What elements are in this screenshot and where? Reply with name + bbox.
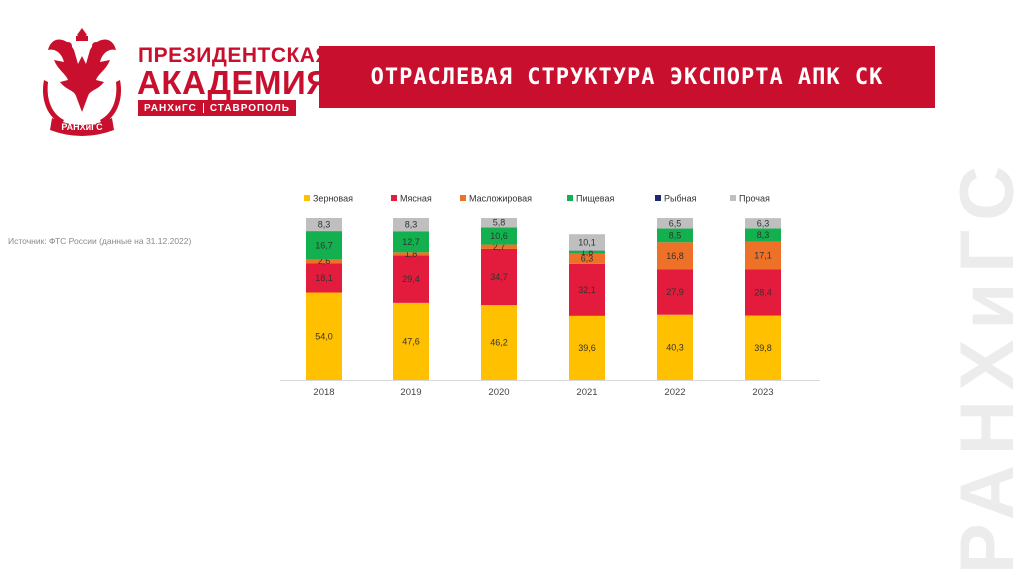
legend-label-4: Рыбная bbox=[664, 194, 697, 204]
data-label-2022-5: 6,5 bbox=[669, 218, 682, 228]
category-label-2022: 2022 bbox=[664, 387, 685, 398]
data-label-2023-5: 6,3 bbox=[757, 218, 770, 228]
data-label-2021-1: 32,1 bbox=[578, 285, 596, 295]
legend-swatch-0 bbox=[304, 195, 310, 201]
category-label-2020: 2020 bbox=[488, 387, 509, 398]
logo-tag-left: РАНХиГС bbox=[144, 102, 197, 114]
double-headed-eagle-icon: РАНХиГС bbox=[42, 28, 122, 136]
data-label-2019-0: 47,6 bbox=[402, 336, 420, 346]
bar-segment-2018-5 bbox=[306, 218, 342, 232]
title-banner: ОТРАСЛЕВАЯ СТРУКТУРА ЭКСПОРТА АПК СК bbox=[319, 46, 935, 108]
logo: РАНХиГС ПРЕЗИДЕНТСКАЯ АКАДЕМИЯ РАНХиГС С… bbox=[38, 20, 331, 140]
logo-title-line2: АКАДЕМИЯ bbox=[137, 64, 331, 101]
bar-segment-2020-3 bbox=[481, 227, 517, 245]
data-label-2020-3: 10,6 bbox=[490, 231, 508, 241]
bar-segment-2018-2 bbox=[306, 258, 342, 264]
category-label-2021: 2021 bbox=[576, 387, 597, 398]
data-label-2020-1: 34,7 bbox=[490, 272, 508, 282]
logo-tag-separator bbox=[202, 103, 204, 113]
legend-label-3: Пищевая bbox=[576, 194, 614, 204]
legend-label-5: Прочая bbox=[739, 194, 770, 204]
data-label-2018-5: 8,3 bbox=[318, 220, 331, 230]
bar-segment-2022-0 bbox=[657, 314, 693, 380]
data-label-2023-3: 8,3 bbox=[757, 230, 770, 240]
legend-swatch-2 bbox=[460, 195, 466, 201]
source-note: Источник: ФТС России (данные на 31.12.20… bbox=[8, 236, 192, 246]
crest-ribbon-text: РАНХиГС bbox=[61, 122, 103, 132]
legend-label-0: Зерновая bbox=[313, 194, 353, 204]
data-label-2021-3: 1,8 bbox=[581, 247, 594, 257]
data-label-2022-2: 16,8 bbox=[666, 251, 684, 261]
data-label-2018-1: 18,1 bbox=[315, 273, 333, 283]
bar-segment-2021-2 bbox=[569, 253, 605, 264]
bar-segment-2019-3 bbox=[393, 231, 429, 253]
bar-segment-2018-3 bbox=[306, 231, 342, 259]
bar-segment-2023-5 bbox=[745, 218, 781, 229]
data-label-2023-1: 28,4 bbox=[754, 288, 772, 298]
bar-segment-2023-0 bbox=[745, 315, 781, 380]
page-title: ОТРАСЛЕВАЯ СТРУКТУРА ЭКСПОРТА АПК СК bbox=[370, 64, 884, 90]
data-label-2021-0: 39,6 bbox=[578, 343, 596, 353]
data-label-2020-2: 2,7 bbox=[493, 242, 506, 252]
data-label-2019-2: 1,8 bbox=[405, 249, 418, 259]
bar-segment-2020-2 bbox=[481, 244, 517, 249]
data-label-2021-5: 10,1 bbox=[578, 237, 596, 247]
bar-segment-2021-5 bbox=[569, 234, 605, 251]
data-label-2018-2: 2,6 bbox=[318, 256, 331, 266]
data-label-2019-5: 8,3 bbox=[405, 220, 418, 230]
bar-segment-2020-0 bbox=[481, 305, 517, 380]
data-label-2022-3: 8,5 bbox=[669, 230, 682, 240]
data-label-2019-1: 29,4 bbox=[402, 274, 420, 284]
watermark-text: РАНХиГС bbox=[945, 155, 1024, 574]
data-label-2019-3: 12,7 bbox=[402, 237, 420, 247]
legend-swatch-1 bbox=[391, 195, 397, 201]
bar-segment-2022-3 bbox=[657, 228, 693, 243]
data-label-2021-2: 6,3 bbox=[581, 254, 594, 264]
bar-segment-2019-1 bbox=[393, 255, 429, 303]
bar-segment-2019-2 bbox=[393, 252, 429, 256]
legend-label-1: Мясная bbox=[400, 194, 432, 204]
data-label-2020-5: 5,8 bbox=[493, 218, 506, 228]
logo-tag-right: СТАВРОПОЛЬ bbox=[209, 102, 290, 114]
bar-segment-2022-1 bbox=[657, 269, 693, 315]
bar-segment-2021-3 bbox=[569, 250, 605, 254]
legend-swatch-5 bbox=[730, 195, 736, 201]
bar-segment-2022-2 bbox=[657, 242, 693, 270]
data-label-2022-1: 27,9 bbox=[666, 287, 684, 297]
bar-segment-2019-5 bbox=[393, 218, 429, 232]
bar-segment-2021-0 bbox=[569, 315, 605, 380]
data-label-2023-2: 17,1 bbox=[754, 251, 772, 261]
logo-title-line1: ПРЕЗИДЕНТСКАЯ bbox=[138, 44, 332, 67]
category-label-2023: 2023 bbox=[752, 387, 773, 398]
category-label-2018: 2018 bbox=[313, 387, 334, 398]
data-label-2023-0: 39,8 bbox=[754, 343, 772, 353]
bar-segment-2023-2 bbox=[745, 241, 781, 270]
bar-segment-2023-3 bbox=[745, 228, 781, 242]
data-label-2020-0: 46,2 bbox=[490, 338, 508, 348]
bar-segment-2020-5 bbox=[481, 218, 517, 228]
bar-segment-2020-1 bbox=[481, 248, 517, 306]
legend-label-2: Масложировая bbox=[469, 194, 532, 204]
bar-segment-2022-5 bbox=[657, 218, 693, 229]
category-label-2019: 2019 bbox=[400, 387, 421, 398]
bar-segment-2021-1 bbox=[569, 263, 605, 316]
logo-tagline: РАНХиГС СТАВРОПОЛЬ bbox=[138, 100, 296, 116]
bar-segment-2019-0 bbox=[393, 302, 429, 380]
bar-segment-2018-1 bbox=[306, 263, 342, 293]
data-label-2018-0: 54,0 bbox=[315, 331, 333, 341]
data-label-2018-3: 16,7 bbox=[315, 240, 333, 250]
bar-segment-2023-1 bbox=[745, 269, 781, 316]
legend-swatch-4 bbox=[655, 195, 661, 201]
legend-swatch-3 bbox=[567, 195, 573, 201]
stacked-bar-chart: Зерновая Мясная Масложировая Пищевая Рыбная П… bbox=[280, 194, 820, 398]
data-label-2022-0: 40,3 bbox=[666, 342, 684, 352]
bar-segment-2018-0 bbox=[306, 292, 342, 380]
